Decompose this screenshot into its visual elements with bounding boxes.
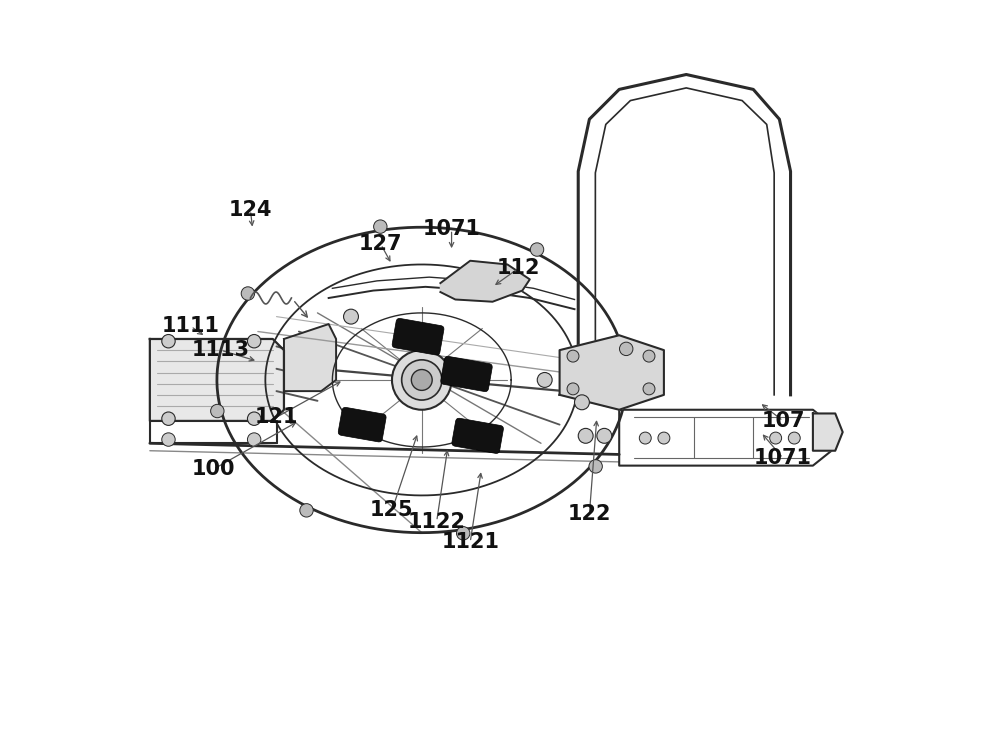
Circle shape xyxy=(639,432,651,444)
Circle shape xyxy=(344,309,358,324)
Circle shape xyxy=(567,383,579,395)
Circle shape xyxy=(411,370,432,390)
Circle shape xyxy=(402,360,442,400)
Circle shape xyxy=(597,428,612,443)
Text: 127: 127 xyxy=(359,235,403,254)
Text: 107: 107 xyxy=(761,411,805,431)
Circle shape xyxy=(247,433,261,446)
Circle shape xyxy=(392,350,452,410)
Circle shape xyxy=(530,243,544,256)
Circle shape xyxy=(567,350,579,362)
Circle shape xyxy=(589,460,602,473)
Circle shape xyxy=(162,335,175,348)
Text: 124: 124 xyxy=(229,200,272,220)
Circle shape xyxy=(457,527,470,540)
Polygon shape xyxy=(440,261,530,302)
Circle shape xyxy=(770,432,782,444)
Circle shape xyxy=(162,433,175,446)
Circle shape xyxy=(241,287,255,300)
Text: 122: 122 xyxy=(568,504,611,524)
FancyBboxPatch shape xyxy=(392,318,444,355)
Text: 1122: 1122 xyxy=(408,512,466,531)
Text: 100: 100 xyxy=(191,460,235,479)
Circle shape xyxy=(620,342,633,355)
FancyBboxPatch shape xyxy=(452,418,503,454)
Polygon shape xyxy=(813,413,843,451)
Circle shape xyxy=(574,395,589,410)
Circle shape xyxy=(658,432,670,444)
Circle shape xyxy=(247,412,261,425)
Polygon shape xyxy=(150,339,284,421)
Circle shape xyxy=(374,220,387,233)
Text: 1111: 1111 xyxy=(162,317,220,336)
FancyBboxPatch shape xyxy=(441,356,492,392)
Circle shape xyxy=(537,372,552,387)
FancyBboxPatch shape xyxy=(338,408,386,442)
Text: 112: 112 xyxy=(497,259,540,278)
Circle shape xyxy=(300,504,313,517)
Text: 125: 125 xyxy=(370,501,414,520)
Circle shape xyxy=(211,405,224,418)
Circle shape xyxy=(643,383,655,395)
Polygon shape xyxy=(560,335,664,410)
Text: 1071: 1071 xyxy=(423,220,481,239)
Text: 121: 121 xyxy=(255,408,298,427)
Circle shape xyxy=(162,412,175,425)
Polygon shape xyxy=(284,324,336,391)
Circle shape xyxy=(788,432,800,444)
Text: 1121: 1121 xyxy=(441,533,499,552)
Text: 1113: 1113 xyxy=(192,340,250,360)
Circle shape xyxy=(578,428,593,443)
Text: 1071: 1071 xyxy=(754,448,812,468)
Circle shape xyxy=(247,335,261,348)
Circle shape xyxy=(643,350,655,362)
